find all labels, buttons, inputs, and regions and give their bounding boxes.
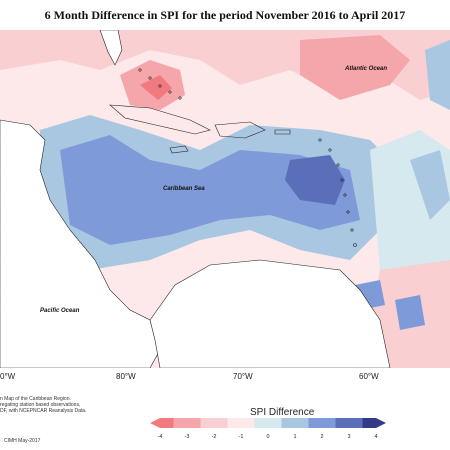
lon-label-70w: 70°W <box>233 372 253 381</box>
land-cuba <box>109 104 211 135</box>
legend-swatch <box>281 418 309 428</box>
legend-tick-label: 4 <box>374 434 378 440</box>
anomaly-blue-south-2 <box>395 295 425 330</box>
footnote-line-1: n Map of the Caribbean Region. <box>0 396 71 402</box>
land-florida <box>99 30 123 66</box>
anomaly-mid-blue-caribbean <box>60 135 360 245</box>
map-title: 6 Month Difference in SPI for the period… <box>44 8 406 22</box>
label-pacific-ocean: Pacific Ocean <box>40 308 80 314</box>
footnote-line-2: regating station based observations, <box>0 402 81 408</box>
legend-tick-label: 0 <box>266 434 270 440</box>
legend-swatch <box>173 418 201 428</box>
legend-swatch <box>308 418 336 428</box>
legend-swatch <box>362 418 386 428</box>
legend-title: SPI Difference <box>250 407 315 418</box>
lon-label-60w: 60°W <box>359 372 379 381</box>
legend-swatch <box>227 418 255 428</box>
anomaly-red-atlantic <box>300 35 410 100</box>
land-lesser-antilles <box>318 138 357 247</box>
legend-swatch <box>335 418 363 428</box>
footnote-line-3: DF, with NCEPNCAR Reanalysis Data. <box>0 408 87 414</box>
lon-label-partial: 0°W <box>0 372 16 381</box>
anomaly-blue-east <box>410 150 450 220</box>
legend-tick-label: 3 <box>347 434 351 440</box>
land-jamaica <box>169 145 189 154</box>
legend-colorbar <box>150 418 386 428</box>
label-caribbean-sea: Caribbean Sea <box>163 186 205 192</box>
footnote-credit: CIMH May-2017 <box>4 438 41 444</box>
legend-tick-label: -4 <box>157 434 163 440</box>
legend-swatch <box>254 418 282 428</box>
legend-swatch <box>150 418 174 428</box>
land-central-america <box>0 119 161 368</box>
anomaly-blue-ne <box>425 40 450 110</box>
legend-tick-label: -2 <box>211 434 217 440</box>
land-bahamas <box>138 68 182 100</box>
land-hispaniola <box>214 121 266 139</box>
legend-tick-label: -1 <box>238 434 244 440</box>
lon-label-80w: 80°W <box>116 372 136 381</box>
spi-map: Atlantic Ocean Caribbean Sea Pacific Oce… <box>0 30 450 368</box>
anomaly-deep-red-bahamas <box>140 75 172 100</box>
land-puerto-rico <box>274 129 291 135</box>
land-south-america <box>149 259 391 368</box>
legend-tick-label: 2 <box>320 434 324 440</box>
legend-swatch <box>200 418 228 428</box>
anomaly-dark-blue <box>285 155 345 205</box>
label-atlantic-ocean: Atlantic Ocean <box>344 66 387 72</box>
legend-tick-label: -3 <box>184 434 190 440</box>
legend-tick-label: 1 <box>293 434 297 440</box>
